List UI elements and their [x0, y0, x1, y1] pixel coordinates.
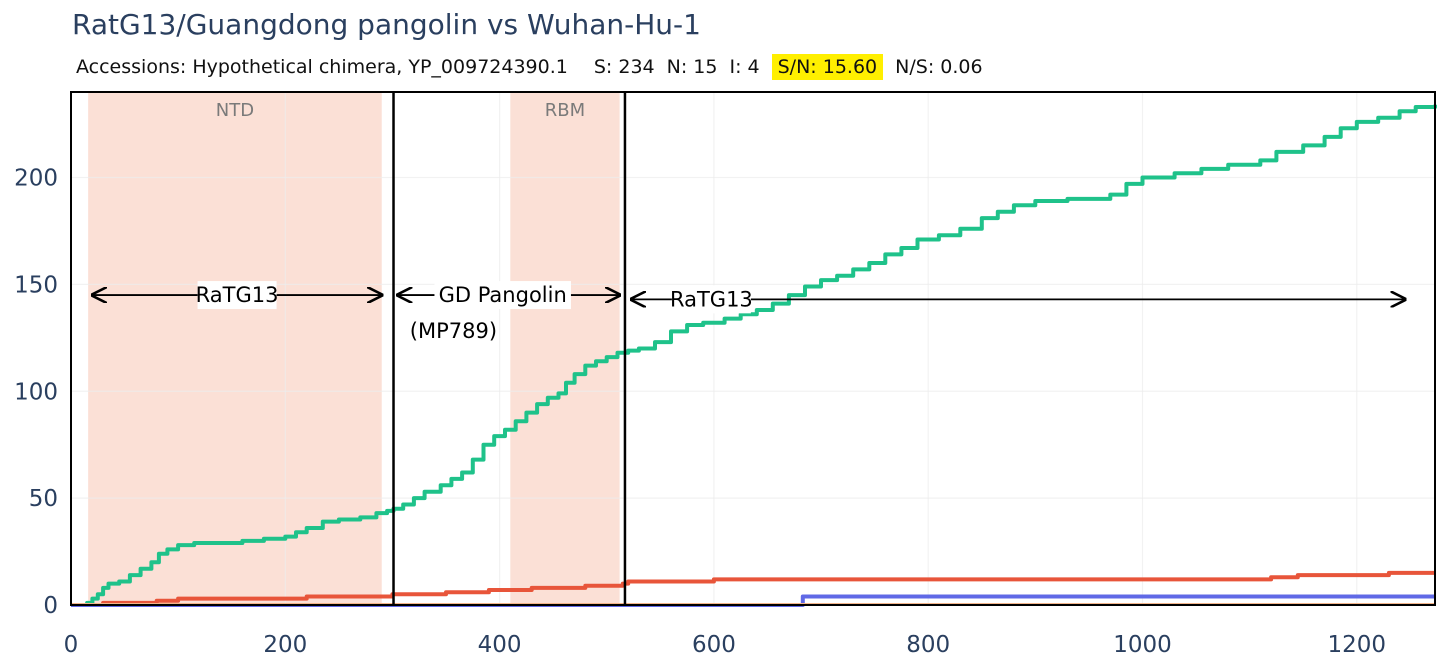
annotation-label-bg — [197, 281, 277, 310]
annotation-label-bg — [434, 281, 571, 310]
region-band-ntd — [88, 92, 382, 605]
annotation-label: RaTG13 — [670, 287, 753, 311]
plot-frame — [70, 91, 1436, 606]
y-tick-label: 200 — [14, 166, 58, 192]
series-line-s — [81, 104, 1437, 607]
x-tick-label: 1000 — [1113, 632, 1172, 658]
annotation-label: RaTG13 — [196, 283, 279, 307]
chart-subtitle: Accessions: Hypothetical chimera, YP_009… — [76, 54, 983, 80]
y-tick-label: 150 — [14, 272, 58, 298]
y-tick-label: 100 — [14, 379, 58, 405]
y-tick-label: 0 — [43, 593, 58, 619]
x-tick-label: 800 — [906, 632, 950, 658]
ns-ratio: N/S: 0.06 — [895, 56, 983, 78]
annotation-label: GD Pangolin — [439, 283, 567, 307]
n-count: N: 15 — [666, 56, 718, 78]
region-band-rbm — [510, 92, 620, 605]
accessions-text: Accessions: Hypothetical chimera, YP_009… — [76, 56, 568, 78]
region-label-rbm: RBM — [545, 100, 585, 121]
region-label-ntd: NTD — [216, 100, 254, 121]
annotation-label-bg — [671, 285, 751, 314]
x-tick-label: 200 — [263, 632, 307, 658]
sn-ratio-badge: S/N: 15.60 — [771, 54, 884, 80]
i-count: I: 4 — [729, 56, 760, 78]
chart-title: RatG13/Guangdong pangolin vs Wuhan-Hu-1 — [72, 8, 701, 41]
x-tick-label: 600 — [692, 632, 736, 658]
series-line-n — [71, 570, 1435, 607]
x-tick-label: 0 — [64, 632, 79, 658]
x-tick-label: 400 — [478, 632, 522, 658]
x-tick-label: 1200 — [1328, 632, 1387, 658]
annotation-label-sub: (MP789) — [410, 319, 497, 343]
y-tick-label: 50 — [29, 486, 58, 512]
s-count: S: 234 — [593, 56, 655, 78]
